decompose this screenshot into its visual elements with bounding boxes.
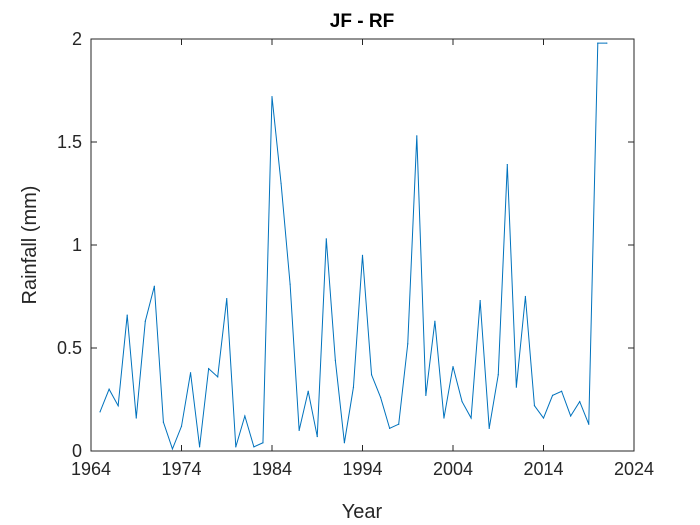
data-point: [180, 425, 183, 427]
y-tick-label: 2: [72, 29, 82, 49]
data-point: [488, 427, 490, 429]
data-point: [126, 314, 128, 316]
data-point: [579, 400, 581, 403]
data-point: [461, 400, 463, 403]
data-point: [479, 300, 481, 302]
x-axis-label: Year: [342, 501, 383, 523]
data-point: [497, 374, 499, 376]
data-point: [235, 446, 237, 448]
data-point: [425, 394, 427, 396]
data-point: [434, 320, 436, 322]
data-point: [551, 394, 554, 396]
data-point: [189, 372, 192, 374]
data-point: [117, 405, 119, 407]
series-layer: [99, 42, 608, 451]
data-point: [515, 386, 517, 388]
data-point: [99, 411, 101, 413]
y-tick-label: 1.5: [57, 132, 82, 152]
data-point: [533, 405, 536, 407]
data-point: [153, 285, 155, 287]
y-tick-label: 1: [72, 235, 82, 255]
data-point: [361, 254, 364, 256]
data-point: [407, 343, 409, 345]
x-tick-label: 1974: [161, 459, 201, 479]
data-point: [171, 448, 174, 450]
data-point: [452, 365, 454, 368]
data-point: [524, 295, 527, 298]
ticks-layer: 1964 1974 1984 1994 2004 2014 2024 0 0.5 1 1.5 2: [57, 29, 654, 479]
data-point: [352, 386, 355, 388]
data-point: [506, 164, 508, 166]
data-point: [570, 415, 572, 417]
x-tick-label: 2014: [523, 459, 563, 479]
data-point: [262, 442, 264, 444]
data-point: [253, 446, 255, 448]
data-point: [343, 442, 345, 444]
data-point: [334, 359, 336, 361]
data-point: [208, 368, 210, 370]
data-point: [144, 320, 146, 322]
data-point: [470, 417, 472, 419]
y-tick-label: 0: [72, 441, 82, 461]
y-axis-label: Rainfall (mm): [19, 186, 41, 305]
x-tick-label: 2004: [433, 459, 473, 479]
data-point: [280, 182, 282, 184]
data-point: [542, 417, 545, 419]
data-point: [226, 297, 228, 300]
x-tick-label: 1984: [252, 459, 292, 479]
data-point: [162, 421, 164, 423]
data-point: [271, 96, 273, 98]
data-point: [316, 435, 318, 438]
data-point: [244, 415, 246, 417]
plot-area: [90, 38, 635, 452]
x-tick-label: 2024: [614, 459, 654, 479]
data-point: [289, 283, 291, 285]
data-point: [398, 423, 400, 425]
x-tick-label: 1994: [342, 459, 382, 479]
data-point: [389, 427, 391, 429]
data-point: [588, 423, 590, 425]
data-point: [135, 417, 137, 419]
x-tick-label: 1964: [71, 459, 111, 479]
data-point: [606, 42, 608, 44]
data-point: [370, 374, 373, 376]
data-point: [380, 396, 382, 399]
data-point: [108, 388, 110, 390]
data-point: [597, 42, 599, 44]
chart-title: JF - RF: [330, 11, 394, 32]
data-point: [217, 376, 219, 378]
data-point: [307, 390, 309, 392]
y-tick-label: 0.5: [57, 338, 82, 358]
data-point: [416, 135, 418, 137]
data-point: [199, 446, 201, 448]
data-point: [298, 429, 300, 431]
data-point: [561, 390, 563, 392]
data-point: [325, 238, 327, 240]
data-point: [443, 417, 445, 419]
